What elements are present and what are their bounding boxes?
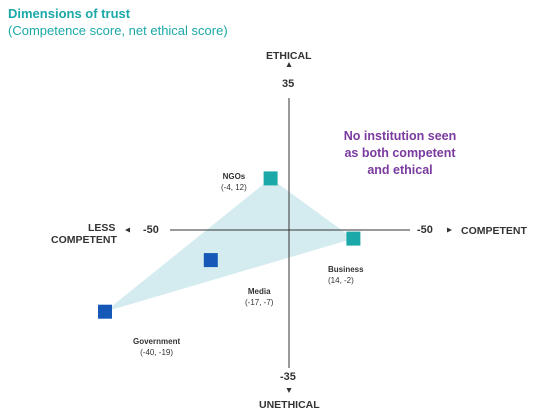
arrow-left-icon (125, 227, 130, 233)
point-label-government: Government (-40, -19) (133, 337, 181, 357)
chart-subtitle: (Competence score, net ethical score) (8, 23, 228, 38)
y-axis-top-label: ETHICAL (266, 50, 312, 62)
arrow-up-icon (286, 62, 292, 67)
arrow-down-icon (286, 388, 292, 393)
point-label-media: Media (-17, -7) (245, 287, 274, 307)
point-label-business: Business (14, -2) (328, 265, 364, 285)
x-axis-left-label-line2: COMPETENT (51, 234, 117, 246)
x-min-tick: -50 (143, 224, 159, 236)
marker-ngos (263, 171, 278, 186)
y-max-tick: 35 (282, 78, 295, 90)
x-max-tick: -50 (417, 224, 433, 236)
y-min-tick: -35 (280, 371, 296, 383)
x-axis-left-label-line1: LESS (88, 222, 116, 234)
y-axis-bottom-label: UNETHICAL (259, 399, 320, 411)
chart-title: Dimensions of trust (8, 6, 131, 21)
marker-business (346, 231, 361, 246)
arrow-right-icon (447, 227, 452, 233)
callout-text: No institution seen as both competent an… (343, 129, 457, 177)
point-label-ngos: NGOs (-4, 12) (221, 172, 247, 192)
marker-media (203, 253, 218, 268)
marker-government (98, 304, 112, 319)
coverage-polygon (105, 178, 354, 312)
x-axis-right-label: COMPETENT (461, 225, 527, 237)
